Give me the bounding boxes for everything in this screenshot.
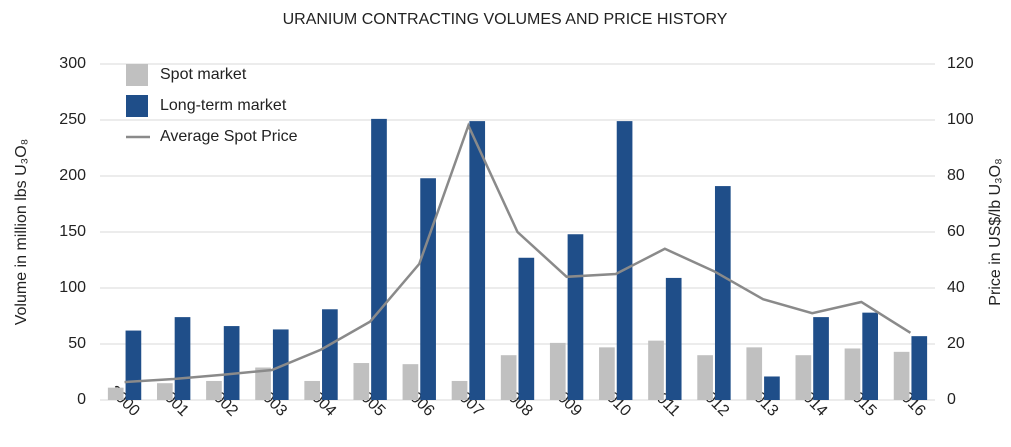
bar [616,121,633,401]
bar [125,330,142,400]
bar [549,342,566,400]
bar [714,186,731,400]
price-line [124,122,912,384]
legend-label: Long-term market [160,97,287,114]
bar [322,309,338,400]
legend-label: Average Spot Price [160,128,298,145]
y-tick-label: 150 [59,223,86,240]
bar [402,364,419,400]
bar [893,351,910,400]
bar [862,312,879,400]
y2-tick-label: 60 [947,223,965,240]
bar [174,317,191,400]
y-tick-label: 0 [77,391,86,408]
bar [223,326,240,400]
bar [795,355,812,400]
bar [156,383,173,400]
bar [353,363,370,400]
y2-axis-label: Price in US$/lb U₃O₈ [987,158,1004,305]
bar [272,329,289,400]
bar [697,355,713,400]
bar [813,317,829,400]
bar [304,380,321,400]
y-tick-label: 50 [68,335,86,352]
y2-tick-label: 80 [947,167,965,184]
legend-label: Spot market [160,66,247,83]
chart-title: URANIUM CONTRACTING VOLUMES AND PRICE HI… [283,11,728,28]
y2-tick-label: 40 [947,279,965,296]
bar [107,387,124,400]
bar [599,347,615,400]
bar [567,234,584,400]
bar [746,347,763,400]
legend-swatch [126,64,148,86]
y-axis-label: Volume in million lbs U₃O₈ [13,139,30,326]
y2-tick-label: 100 [947,111,974,128]
y2-tick-label: 120 [947,55,974,72]
bar [420,178,436,400]
bar [206,380,222,400]
y-tick-label: 300 [59,55,86,72]
y-tick-label: 200 [59,167,86,184]
bar [255,367,271,400]
y2-tick-label: 0 [947,391,956,408]
legend-swatch [126,95,148,117]
bar [665,277,682,400]
bar [371,118,387,400]
bar [764,376,780,400]
bar [648,340,664,400]
y2-tick-label: 20 [947,335,965,352]
bar [518,257,535,400]
y-tick-label: 250 [59,111,86,128]
bar [500,355,517,400]
bar [469,121,486,401]
y-tick-label: 100 [59,279,86,296]
bar [451,380,468,400]
bar [911,336,928,400]
bar [844,348,861,400]
